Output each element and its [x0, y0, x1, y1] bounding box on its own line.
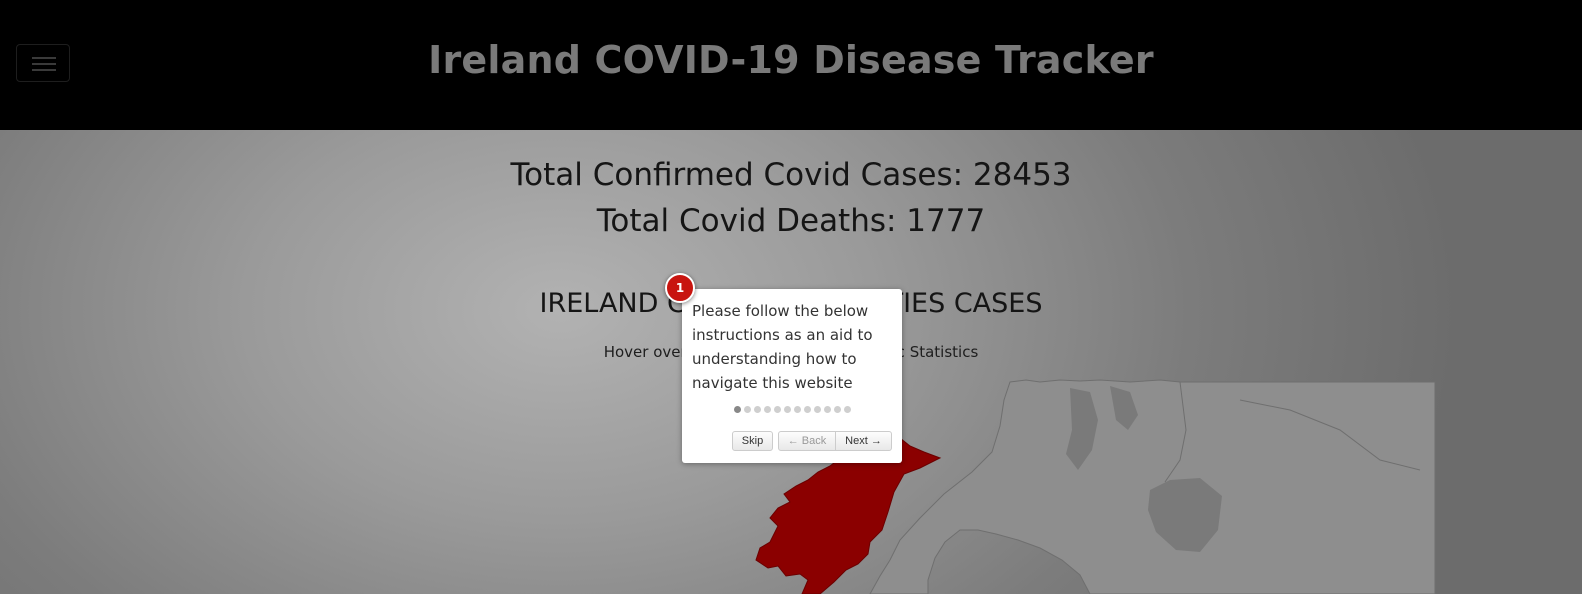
tour-popover: Please follow the below instructions as …	[682, 289, 902, 463]
tour-progress-dot	[843, 406, 851, 413]
map-lough	[1066, 388, 1098, 470]
map-coast-line	[1164, 381, 1187, 483]
tour-progress-dot	[773, 406, 781, 413]
tour-progress-dot	[833, 406, 841, 413]
total-cases-heading: Total Confirmed Covid Cases: 28453	[510, 157, 1072, 193]
tour-progress-dot	[743, 406, 751, 413]
top-navbar: Ireland COVID-19 Disease Tracker	[0, 0, 1582, 130]
tour-step-text: Please follow the below instructions as …	[692, 302, 873, 392]
map-coast-line	[1239, 399, 1421, 471]
tour-back-button[interactable]: ← Back	[778, 431, 836, 451]
tour-progress-dot	[803, 406, 811, 413]
tour-progress-dot	[763, 406, 771, 413]
site-title: Ireland COVID-19 Disease Tracker	[428, 38, 1154, 82]
tour-skip-button[interactable]: Skip	[732, 431, 773, 451]
tour-progress-dot	[753, 406, 761, 413]
tour-progress-dot	[793, 406, 801, 413]
tour-progress-dots	[682, 406, 902, 414]
tour-progress-dot	[813, 406, 821, 413]
menu-toggle-button[interactable]	[16, 44, 70, 82]
ireland-map	[755, 379, 1436, 594]
tour-next-button[interactable]: Next →	[835, 431, 892, 451]
map-lough	[1148, 478, 1222, 552]
tour-progress-dot	[823, 406, 831, 413]
map-county-donegal[interactable]	[755, 429, 942, 594]
tour-progress-dot	[783, 406, 791, 413]
map-region-northern-ireland[interactable]	[869, 379, 1436, 594]
map-lough	[1110, 386, 1138, 430]
tour-step-badge: 1	[665, 273, 695, 303]
total-deaths-heading: Total Covid Deaths: 1777	[596, 203, 986, 239]
tour-progress-dot	[733, 406, 741, 413]
